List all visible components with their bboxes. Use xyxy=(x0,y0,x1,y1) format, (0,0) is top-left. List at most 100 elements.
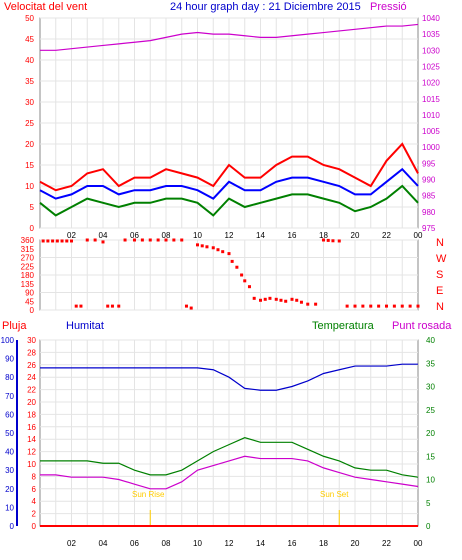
direction-point xyxy=(230,259,234,263)
direction-ytick-label: 135 xyxy=(21,280,35,289)
direction-point xyxy=(70,239,73,243)
direction-point xyxy=(400,304,404,308)
direction-point xyxy=(252,296,256,300)
pressure-ytick-label: 1000 xyxy=(422,143,440,152)
temp-ytick-label: 20 xyxy=(426,429,435,438)
pressure-ytick-label: 1010 xyxy=(422,111,440,120)
direction-point xyxy=(85,238,89,242)
direction-point xyxy=(345,304,349,308)
wind-ytick-label: 30 xyxy=(25,98,34,107)
humidity-ytick-label: 30 xyxy=(5,466,14,475)
direction-point xyxy=(268,296,272,300)
humidity-ytick-label: 70 xyxy=(5,392,14,401)
series-line-temperatura xyxy=(40,437,419,478)
sunrise-label: Sun Rise xyxy=(132,490,165,499)
direction-point xyxy=(259,298,262,302)
humidity-ytick-label: 100 xyxy=(1,336,15,345)
humidity-ytick-label: 20 xyxy=(5,485,14,494)
direction-point xyxy=(263,297,267,301)
wind-xtick-label: 10 xyxy=(193,231,202,240)
direction-compass-label: N xyxy=(436,237,444,249)
pressure-ytick-label: 975 xyxy=(422,224,436,233)
wind-xtick-label: 02 xyxy=(67,231,76,240)
direction-ytick-label: 360 xyxy=(21,236,35,245)
direction-compass-label: N xyxy=(436,301,444,313)
wind-xtick-label: 08 xyxy=(162,231,171,240)
direction-point xyxy=(65,239,69,243)
rain-ytick-label: 12 xyxy=(27,448,36,457)
rain-ytick-label: 16 xyxy=(27,423,36,432)
humidity-ytick-label: 10 xyxy=(5,503,14,512)
direction-point xyxy=(148,238,152,242)
wind-ytick-label: 25 xyxy=(25,119,34,128)
chart-title: 24 hour graph day : 21 Diciembre 2015 xyxy=(170,1,361,13)
climate-xtick-label: 10 xyxy=(193,539,202,548)
temp-ytick-label: 10 xyxy=(426,476,435,485)
temp-ytick-label: 30 xyxy=(426,383,435,392)
direction-point xyxy=(110,304,114,308)
wind-ytick-label: 10 xyxy=(25,182,34,191)
direction-point xyxy=(274,297,278,301)
rain-ytick-label: 24 xyxy=(27,373,36,382)
temp-ytick-label: 15 xyxy=(426,452,435,461)
wind-xtick-label: 16 xyxy=(288,231,297,240)
direction-point xyxy=(46,239,50,243)
direction-point xyxy=(227,252,231,256)
series-line-gust-average xyxy=(39,167,419,200)
climate-xtick-label: 12 xyxy=(225,539,234,548)
wind-xtick-label: 06 xyxy=(130,231,139,240)
rain-ytick-label: 10 xyxy=(27,460,36,469)
humidity-ytick-label: 90 xyxy=(5,355,14,364)
direction-point xyxy=(216,248,220,252)
pressure-ytick-label: 995 xyxy=(422,159,436,168)
direction-point xyxy=(240,273,244,277)
pressure-ytick-label: 1015 xyxy=(422,95,440,104)
rain-label: Pluja xyxy=(2,320,27,332)
wind-xtick-label: 14 xyxy=(256,231,265,240)
rain-ytick-label: 20 xyxy=(27,398,36,407)
series-line-punt-rosada xyxy=(40,455,419,490)
direction-point xyxy=(377,304,381,308)
direction-point xyxy=(279,298,283,302)
direction-point xyxy=(392,304,396,308)
humidity-ytick-label: 80 xyxy=(5,373,14,382)
direction-point xyxy=(331,239,335,243)
direction-ytick-label: 90 xyxy=(25,289,34,298)
direction-point xyxy=(123,238,127,242)
climate-xtick-label: 20 xyxy=(351,539,360,548)
pressure-ytick-label: 1025 xyxy=(422,62,440,71)
climate-xtick-label: 04 xyxy=(99,539,108,548)
wind-xtick-label: 00 xyxy=(414,231,423,240)
direction-point xyxy=(211,246,215,250)
direction-point xyxy=(243,279,247,283)
wind-xtick-label: 20 xyxy=(351,231,360,240)
pressure-ytick-label: 1035 xyxy=(422,30,440,39)
direction-point xyxy=(306,302,310,306)
humidity-ytick-label: 0 xyxy=(10,522,15,531)
direction-point xyxy=(326,238,330,242)
direction-point xyxy=(284,299,288,303)
direction-point xyxy=(189,306,193,310)
pressure-label: Pressió xyxy=(370,1,407,13)
wind-ytick-label: 5 xyxy=(30,203,35,212)
direction-ytick-label: 270 xyxy=(21,254,35,263)
rain-ytick-label: 8 xyxy=(32,472,37,481)
direction-point xyxy=(51,239,55,243)
temp-ytick-label: 5 xyxy=(426,499,431,508)
series-line-wind-lull xyxy=(39,184,419,217)
pressure-ytick-label: 1030 xyxy=(422,46,440,55)
direction-point xyxy=(101,240,105,244)
direction-point xyxy=(314,302,318,306)
direction-compass-label: S xyxy=(436,269,443,281)
wind-xtick-label: 04 xyxy=(99,231,108,240)
direction-point xyxy=(156,238,160,242)
direction-point xyxy=(140,238,144,242)
direction-point xyxy=(184,304,188,308)
direction-point xyxy=(361,304,365,308)
rain-ytick-label: 14 xyxy=(27,435,36,444)
humidity-ytick-label: 60 xyxy=(5,410,14,419)
direction-ytick-label: 180 xyxy=(21,271,35,280)
wind-ytick-label: 0 xyxy=(30,224,35,233)
pressure-ytick-label: 1040 xyxy=(422,14,440,23)
